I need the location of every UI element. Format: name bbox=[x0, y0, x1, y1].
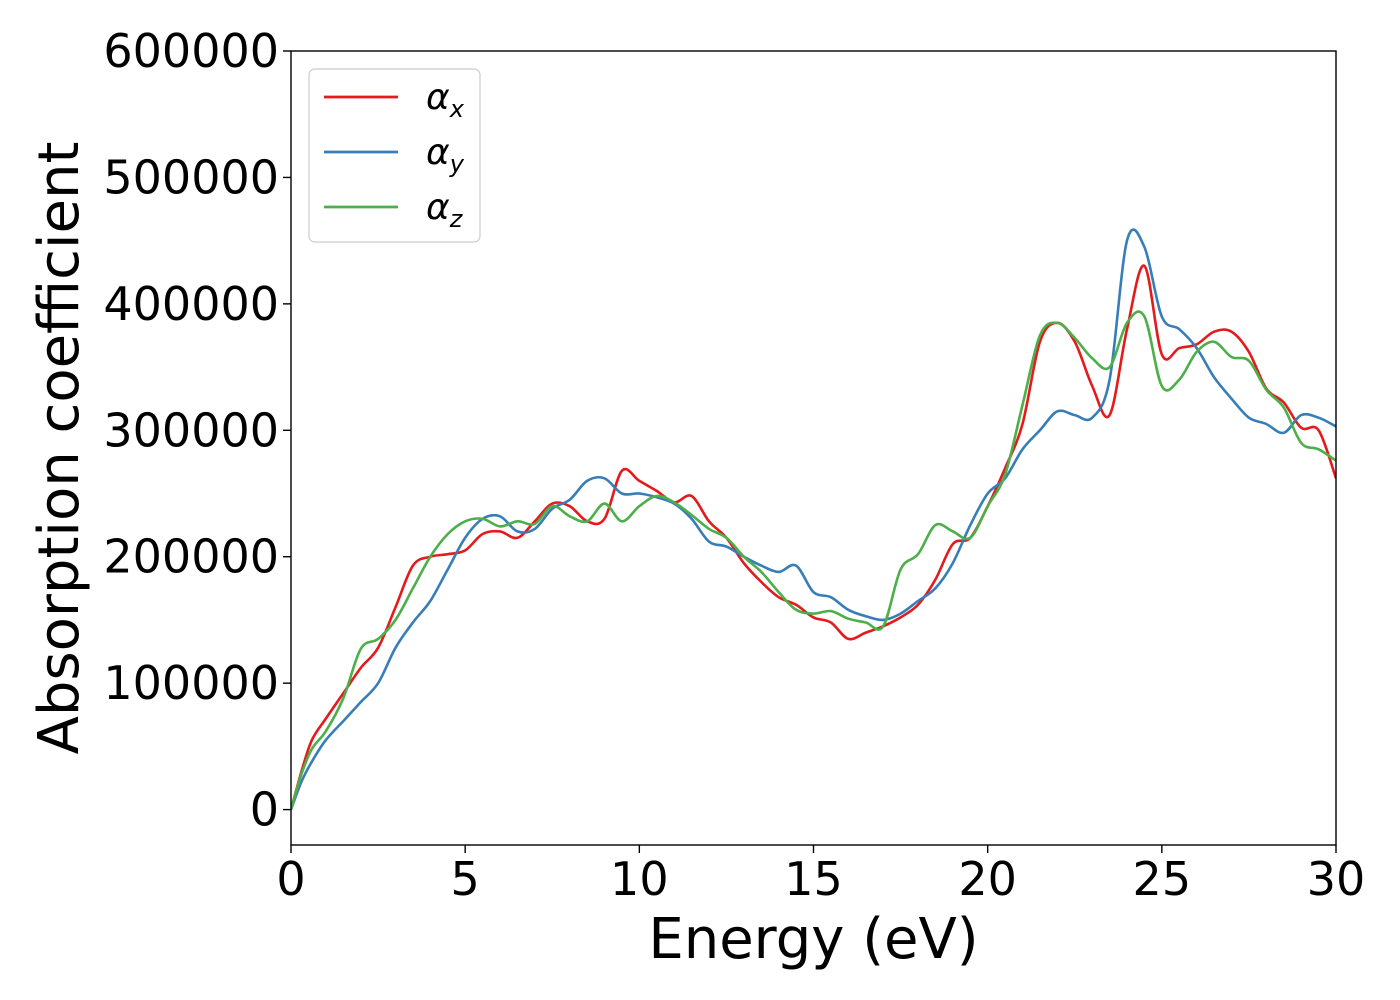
y-tick-label: 600000 bbox=[103, 24, 279, 78]
series-line-x bbox=[291, 264, 1336, 810]
x-tick-label: 25 bbox=[1133, 852, 1192, 906]
x-axis-label: Energy (eV) bbox=[648, 907, 978, 972]
x-tick-label: 10 bbox=[610, 852, 669, 906]
y-tick-label: 500000 bbox=[103, 150, 279, 204]
y-tick-label: 400000 bbox=[103, 277, 279, 331]
x-tick-label: 0 bbox=[276, 852, 305, 906]
series-line-z bbox=[291, 310, 1336, 810]
series-layer bbox=[291, 228, 1336, 811]
x-tick-label: 20 bbox=[958, 852, 1017, 906]
series-line-y bbox=[291, 228, 1336, 811]
x-tick-label: 15 bbox=[784, 852, 843, 906]
y-axis-label: Absorption coefficient bbox=[27, 142, 92, 755]
y-tick-label: 100000 bbox=[103, 656, 279, 710]
ticks-layer: 0 5 10 15 20 25 30 0 100000 200000 300000 400000 500… bbox=[103, 24, 1365, 906]
y-tick-label: 300000 bbox=[103, 403, 279, 457]
legend-frame bbox=[308, 68, 481, 243]
x-tick-label: 30 bbox=[1307, 852, 1366, 906]
x-tick-label: 5 bbox=[451, 852, 480, 906]
y-tick-label: 0 bbox=[250, 783, 279, 837]
y-tick-label: 200000 bbox=[103, 530, 279, 584]
